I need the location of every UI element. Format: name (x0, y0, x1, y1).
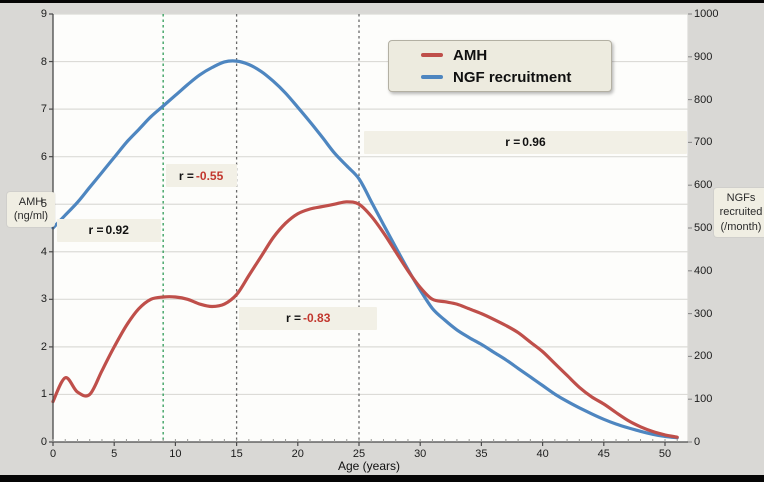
letterbox-bottom (0, 475, 764, 482)
plot-area (53, 14, 688, 442)
series-line-ngf-recruitment (51, 59, 679, 440)
letterbox-top (0, 0, 764, 3)
series-line-amh (51, 200, 679, 439)
